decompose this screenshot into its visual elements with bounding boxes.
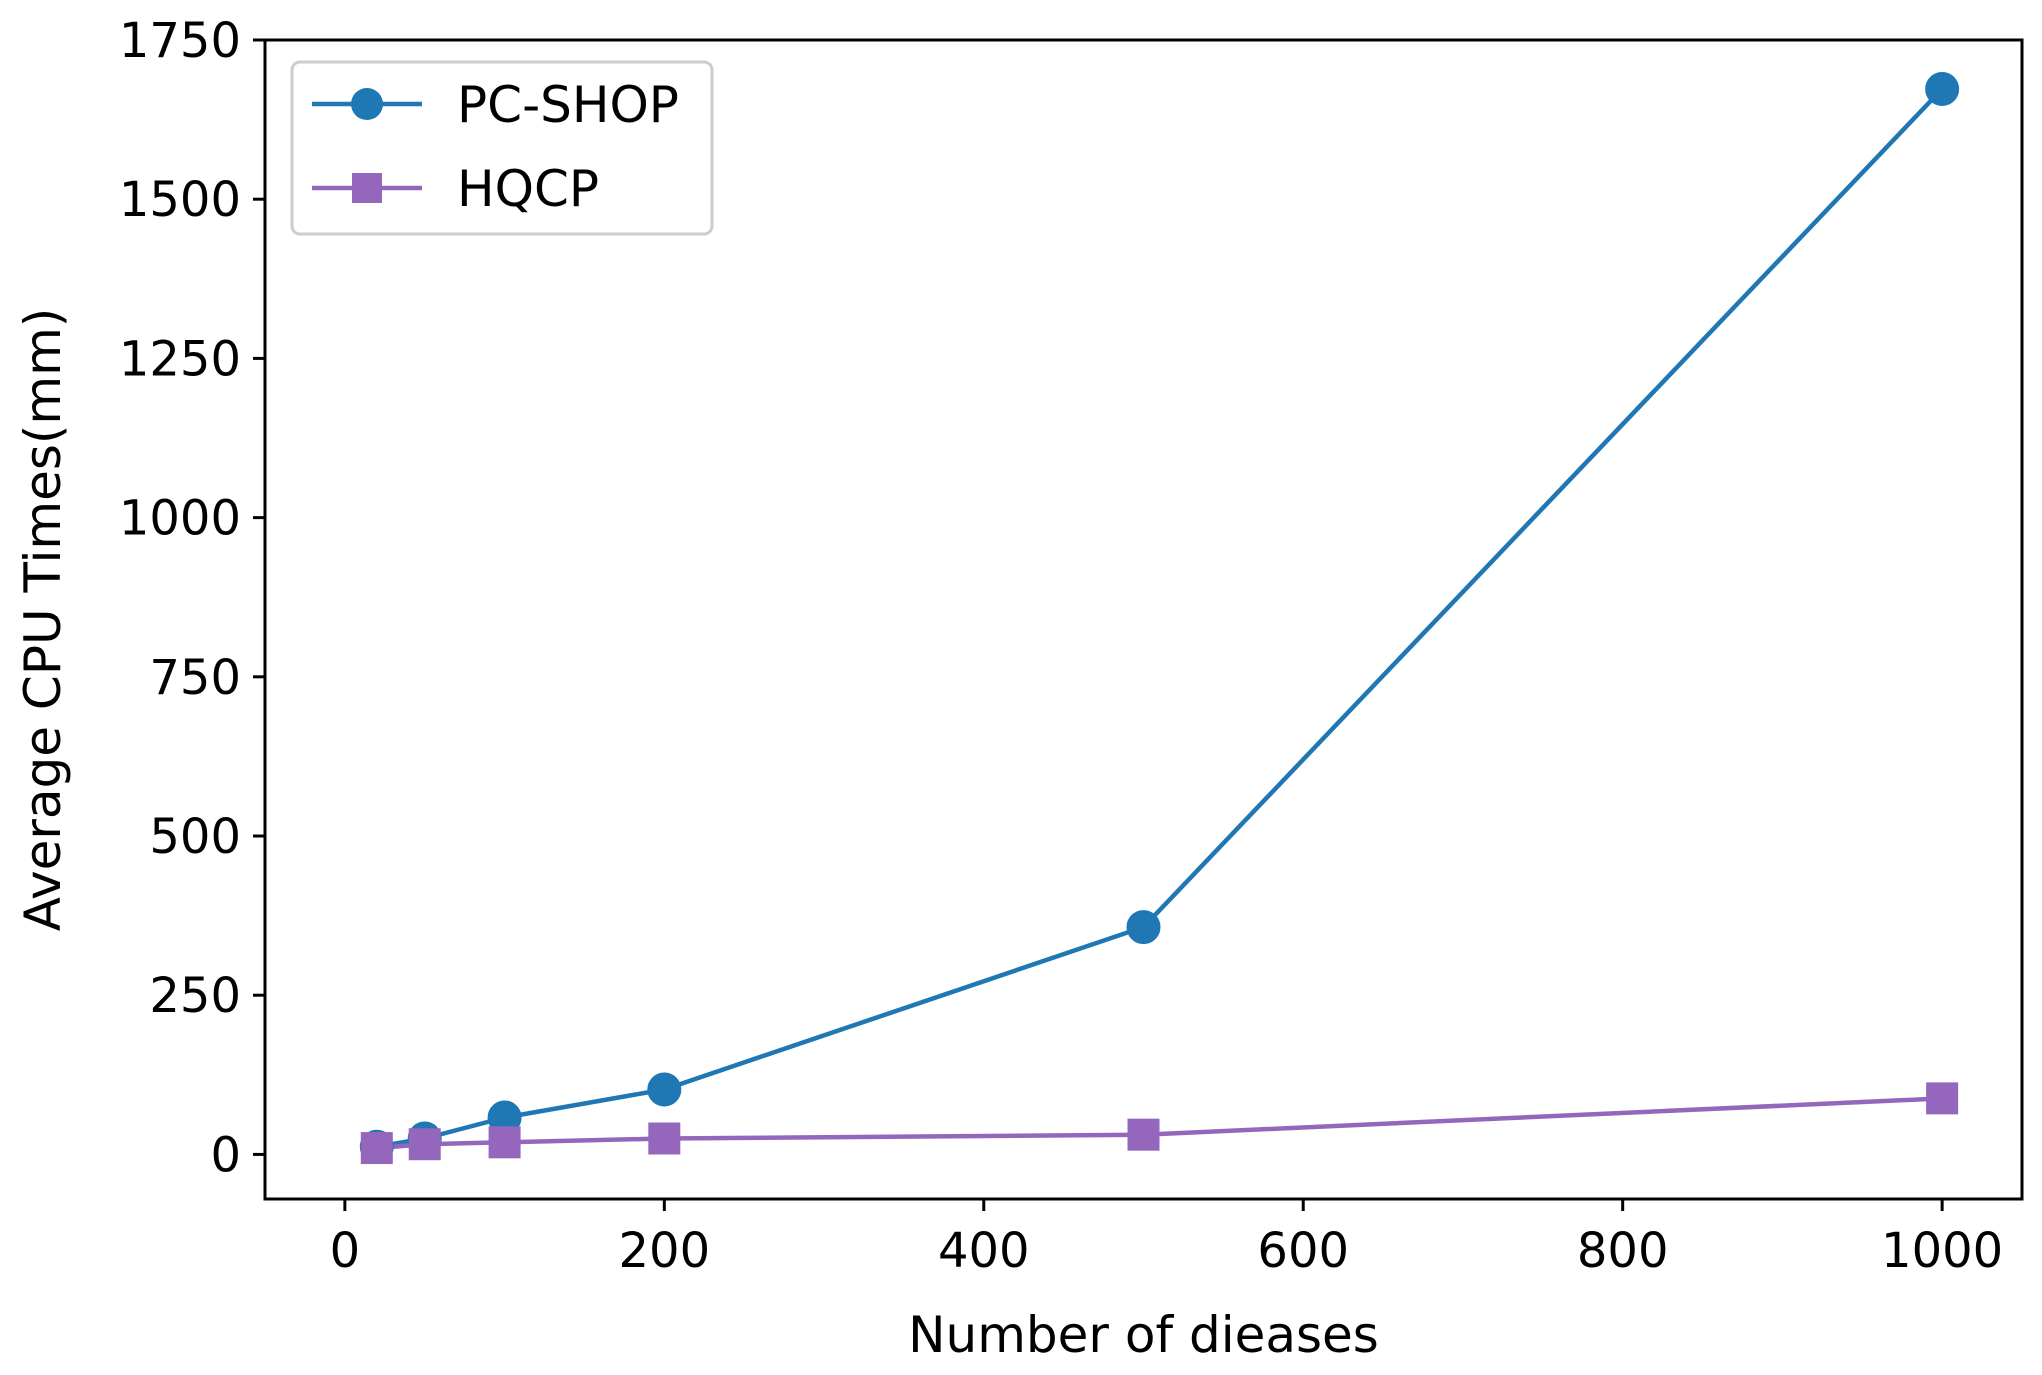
x-tick-label: 0	[330, 1223, 361, 1279]
x-tick-label: 200	[619, 1223, 711, 1279]
x-tick-label: 800	[1577, 1223, 1669, 1279]
x-tick-label: 600	[1257, 1223, 1349, 1279]
x-tick-label: 400	[938, 1223, 1030, 1279]
data-point-pc-shop	[1126, 910, 1161, 945]
y-tick-label: 0	[210, 1127, 241, 1183]
y-tick-label: 1000	[119, 491, 241, 547]
x-axis-label: Number of dieases	[908, 1306, 1379, 1364]
legend-label-hqcp: HQCP	[457, 160, 599, 218]
data-point-hqcp	[360, 1132, 393, 1165]
y-tick-label: 1250	[119, 331, 241, 387]
data-point-pc-shop	[647, 1072, 682, 1107]
y-tick-label: 500	[149, 809, 241, 865]
y-tick-label: 750	[149, 650, 241, 706]
y-tick-label: 1500	[119, 172, 241, 228]
legend-marker-hqcp	[352, 173, 382, 203]
y-axis-label: Average CPU Times(mm)	[14, 308, 72, 932]
data-point-hqcp	[1127, 1118, 1160, 1151]
legend-label-pc-shop: PC-SHOP	[457, 76, 679, 134]
data-point-hqcp	[408, 1128, 441, 1161]
data-point-hqcp	[648, 1122, 681, 1155]
data-point-pc-shop	[1925, 72, 1960, 107]
data-point-hqcp	[1926, 1082, 1959, 1115]
data-point-hqcp	[488, 1126, 521, 1159]
y-tick-label: 250	[149, 968, 241, 1024]
x-tick-label: 1000	[1881, 1223, 2003, 1279]
legend-marker-pc-shop	[351, 88, 383, 120]
y-tick-label: 1750	[119, 13, 241, 69]
plot-frame	[263, 38, 2024, 1201]
